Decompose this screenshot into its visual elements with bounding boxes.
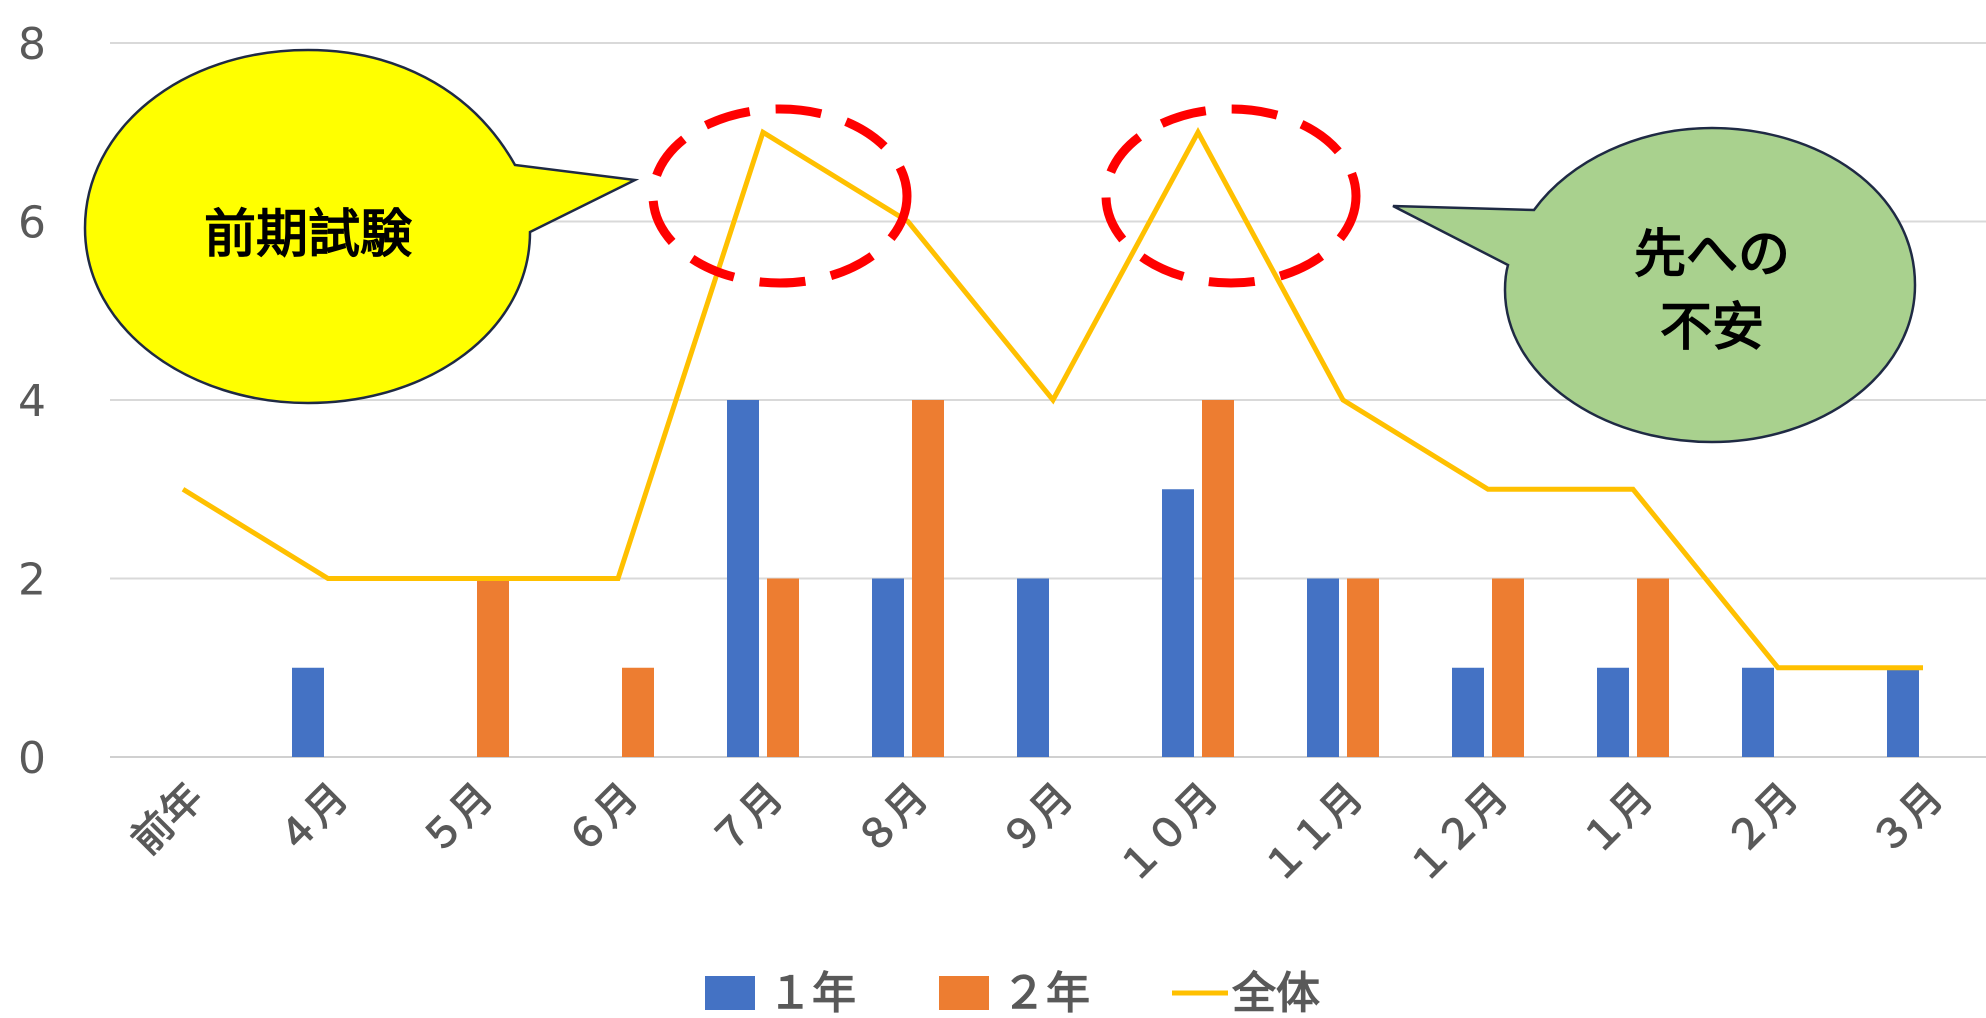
x-tick-label: ８月 <box>848 775 937 864</box>
bar-1nen <box>1597 667 1629 757</box>
bar-1nen <box>1307 578 1339 757</box>
bars <box>292 400 1919 757</box>
legend-label-zentai: 全体 <box>1231 968 1320 1018</box>
bar-1nen <box>1887 667 1919 757</box>
bar-1nen <box>292 667 324 757</box>
y-axis-ticks: 0 2 4 6 8 <box>18 19 46 784</box>
y-tick-label: 8 <box>18 19 46 70</box>
legend-label-2nen: ２年 <box>1002 968 1090 1018</box>
x-tick-label: ５月 <box>413 775 502 864</box>
x-tick-label: ４月 <box>268 775 357 864</box>
bar-2nen <box>477 578 509 757</box>
bar-1nen <box>1017 578 1049 757</box>
callout-zenki-shiken-text: 前期試験 <box>204 205 413 265</box>
y-tick-label: 0 <box>18 733 46 784</box>
callout-saki-fuan-line2: 不安 <box>1660 298 1764 358</box>
legend-swatch-2nen <box>939 976 989 1010</box>
x-tick-label: １月 <box>1573 775 1662 864</box>
x-tick-label: ７月 <box>703 775 792 864</box>
bar-2nen <box>1347 578 1379 757</box>
bar-2nen <box>767 578 799 757</box>
total-line <box>181 127 1923 671</box>
bar-2nen <box>1202 400 1234 757</box>
x-tick-label: ９月 <box>993 775 1082 864</box>
y-tick-label: 2 <box>18 555 46 606</box>
bar-2nen <box>622 667 654 757</box>
highlight-ellipse-oct <box>1101 104 1361 288</box>
x-tick-label: ２月 <box>1718 775 1807 864</box>
legend-swatch-1nen <box>705 976 755 1010</box>
y-tick-label: 4 <box>18 376 46 427</box>
bar-1nen <box>1742 667 1774 757</box>
legend: １年 ２年 全体 <box>705 968 1320 1018</box>
highlight-ellipse-jul-aug <box>648 104 912 288</box>
bar-1nen <box>872 578 904 757</box>
bar-1nen <box>1162 489 1194 757</box>
callout-saki-fuan: 先への 不安 <box>1392 126 1917 444</box>
bar-2nen <box>1637 578 1669 757</box>
x-tick-label: １１月 <box>1255 775 1372 892</box>
callout-zenki-shiken: 前期試験 <box>83 48 640 405</box>
bar-1nen <box>1452 667 1484 757</box>
x-axis-ticks: 前年 ４月 ５月 ６月 ７月 ８月 ９月 １０月 １１月 １２月 １月 ２月 ３月 <box>123 775 1952 892</box>
x-tick-label: １２月 <box>1400 775 1517 892</box>
bar-1nen <box>727 400 759 757</box>
y-tick-label: 6 <box>18 198 46 249</box>
bar-2nen <box>1492 578 1524 757</box>
legend-label-1nen: １年 <box>768 968 856 1018</box>
line-zentai <box>181 127 1923 671</box>
x-tick-label: ６月 <box>558 775 647 864</box>
x-tick-label: １０月 <box>1110 775 1227 892</box>
callout-saki-fuan-line1: 先への <box>1634 225 1790 285</box>
bar-2nen <box>912 400 944 757</box>
x-tick-label: ３月 <box>1863 775 1952 864</box>
x-tick-label: 前年 <box>123 775 212 864</box>
